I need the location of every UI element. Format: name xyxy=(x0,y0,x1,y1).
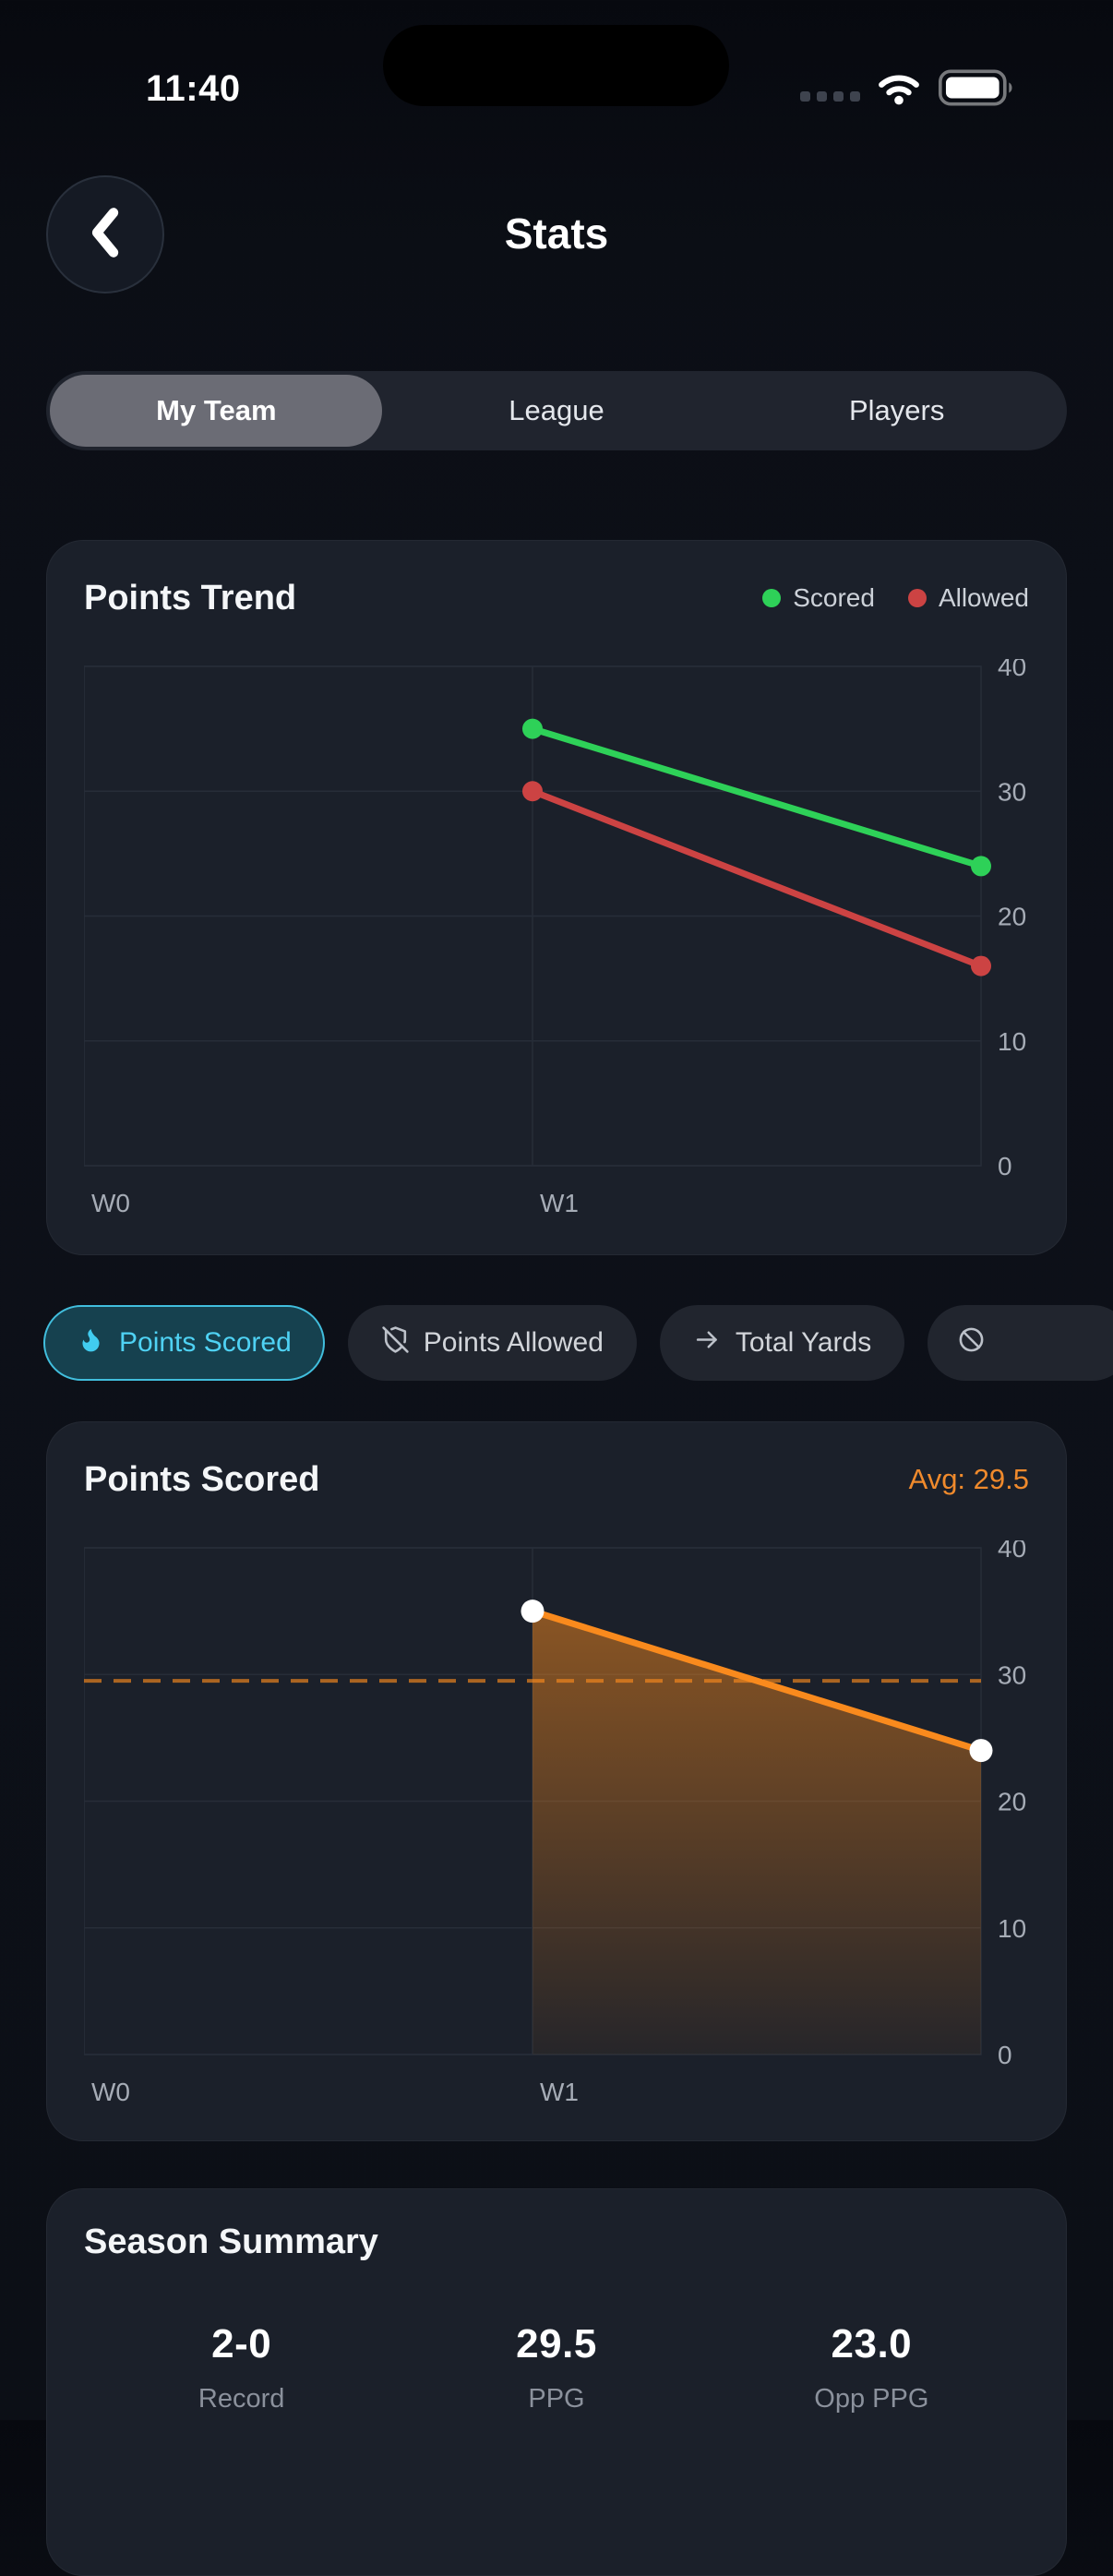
avg-badge: Avg: 29.5 xyxy=(908,1463,1029,1495)
svg-text:W0: W0 xyxy=(91,1189,130,1217)
season-summary-title: Season Summary xyxy=(84,2223,378,2261)
points-trend-card: Points Trend Scored Allowed 0 10 20 30 40 W0 W… xyxy=(46,540,1067,1255)
tab-league[interactable]: League xyxy=(387,371,727,450)
wifi-icon xyxy=(875,69,923,111)
svg-text:20: 20 xyxy=(998,903,1026,931)
chip-clipped[interactable] xyxy=(928,1305,1113,1381)
cellular-dots-icon xyxy=(800,78,860,102)
svg-text:0: 0 xyxy=(998,2041,1012,2069)
chip-label: Points Scored xyxy=(119,1327,292,1358)
battery-icon xyxy=(938,68,1015,112)
svg-text:W1: W1 xyxy=(540,1189,579,1217)
legend-label-allowed: Allowed xyxy=(938,583,1029,612)
shield-off-icon xyxy=(381,1325,410,1361)
svg-text:20: 20 xyxy=(998,1788,1026,1816)
segmented-control: My Team League Players xyxy=(46,371,1067,450)
svg-text:30: 30 xyxy=(998,1660,1026,1689)
legend-label-scored: Scored xyxy=(793,583,875,612)
legend-dot-scored-icon xyxy=(762,589,782,607)
legend-dot-allowed-icon xyxy=(907,589,927,607)
summary-stats: 2-0 Record 29.5 PPG 23.0 Opp PPG xyxy=(84,2321,1029,2414)
stat-ppg: 29.5 PPG xyxy=(399,2321,713,2414)
chip-total-yards[interactable]: Total Yards xyxy=(659,1305,905,1381)
svg-text:10: 10 xyxy=(998,1027,1026,1056)
chip-points-scored[interactable]: Points Scored xyxy=(43,1305,325,1381)
page-title: Stats xyxy=(504,210,609,258)
points-scored-chart: 0 10 20 30 40 W0 W1 xyxy=(84,1540,1026,2106)
points-scored-card: Points Scored Avg: 29.5 0 10 20 30 40 W0 W1 xyxy=(46,1421,1067,2141)
points-trend-chart: 0 10 20 30 40 W0 W1 xyxy=(84,659,1026,1217)
stat-label: Opp PPG xyxy=(814,2384,929,2414)
stat-opp-ppg: 23.0 Opp PPG xyxy=(714,2321,1029,2414)
tab-players[interactable]: Players xyxy=(726,371,1067,450)
chevron-left-icon xyxy=(85,205,126,265)
tab-my-team[interactable]: My Team xyxy=(46,371,387,450)
svg-text:40: 40 xyxy=(998,659,1026,681)
dynamic-island xyxy=(383,25,729,106)
season-summary-card: Season Summary 2-0 Record 29.5 PPG 23.0 … xyxy=(46,2188,1067,2576)
points-trend-title: Points Trend xyxy=(84,578,297,617)
stat-filter-chips: Points Scored Points Allowed Total Yards xyxy=(43,1305,1113,1381)
status-bar: 11:40 xyxy=(0,0,1113,120)
legend-item-allowed: Allowed xyxy=(907,583,1029,613)
chip-label: Total Yards xyxy=(735,1327,872,1358)
stat-label: Record xyxy=(197,2384,285,2414)
legend-item-scored: Scored xyxy=(762,583,875,613)
flame-icon xyxy=(77,1325,105,1361)
points-scored-title: Points Scored xyxy=(84,1459,320,1499)
svg-text:10: 10 xyxy=(998,1914,1026,1943)
svg-text:0: 0 xyxy=(998,1152,1012,1180)
stat-value: 29.5 xyxy=(516,2321,597,2366)
svg-text:30: 30 xyxy=(998,777,1026,806)
stat-record: 2-0 Record xyxy=(84,2321,399,2414)
arrow-right-icon xyxy=(693,1325,722,1361)
stat-value: 23.0 xyxy=(831,2321,913,2366)
chip-label: Points Allowed xyxy=(423,1327,604,1358)
svg-text:40: 40 xyxy=(998,1540,1026,1563)
back-button[interactable] xyxy=(46,175,164,294)
chip-points-allowed[interactable]: Points Allowed xyxy=(347,1305,637,1381)
status-time: 11:40 xyxy=(146,68,241,109)
chart-legend: Scored Allowed xyxy=(762,583,1029,613)
stat-label: PPG xyxy=(528,2384,585,2414)
status-icons xyxy=(800,68,1015,111)
svg-text:W0: W0 xyxy=(91,2078,130,2106)
ban-icon xyxy=(957,1325,986,1361)
stat-value: 2-0 xyxy=(211,2321,272,2366)
segmented-thumb xyxy=(50,375,382,447)
svg-text:W1: W1 xyxy=(540,2078,579,2106)
